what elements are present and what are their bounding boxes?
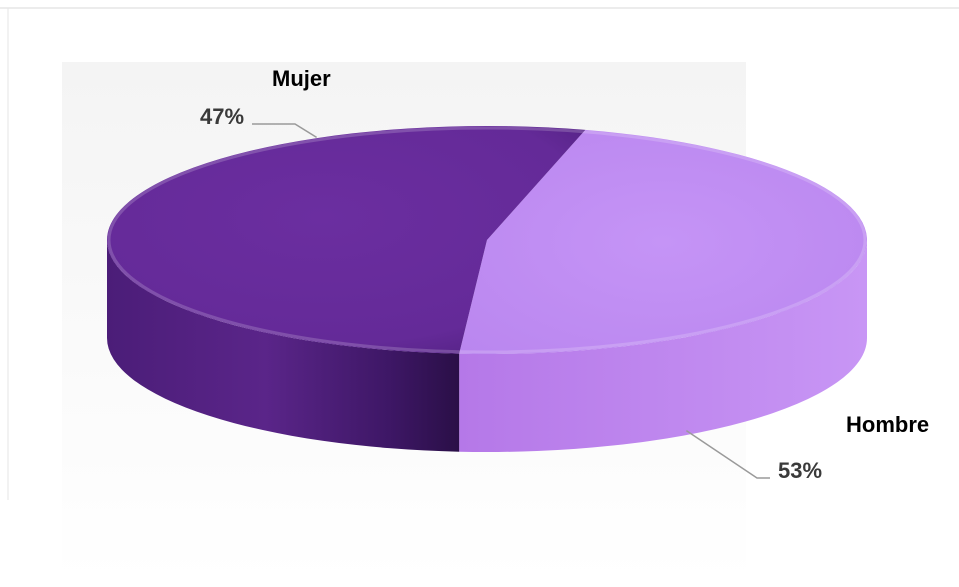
slice-mujer-side-0 [459,240,867,452]
category-label-hombre: Hombre [846,412,929,437]
slice-hombre-side-0 [107,240,460,452]
slice-mujer [459,129,867,354]
pie-edge-highlight [107,126,867,354]
slice-hombre [106,125,586,354]
label-group: Mujer 47% Hombre 53% [200,66,929,483]
pie-group [106,125,867,452]
category-label-mujer: Mujer [272,66,331,91]
percent-label-hombre: 53% [778,458,822,483]
percent-label-mujer: 47% [200,104,244,129]
leader-line-mujer [252,123,317,138]
leader-line-hombre [685,430,770,479]
